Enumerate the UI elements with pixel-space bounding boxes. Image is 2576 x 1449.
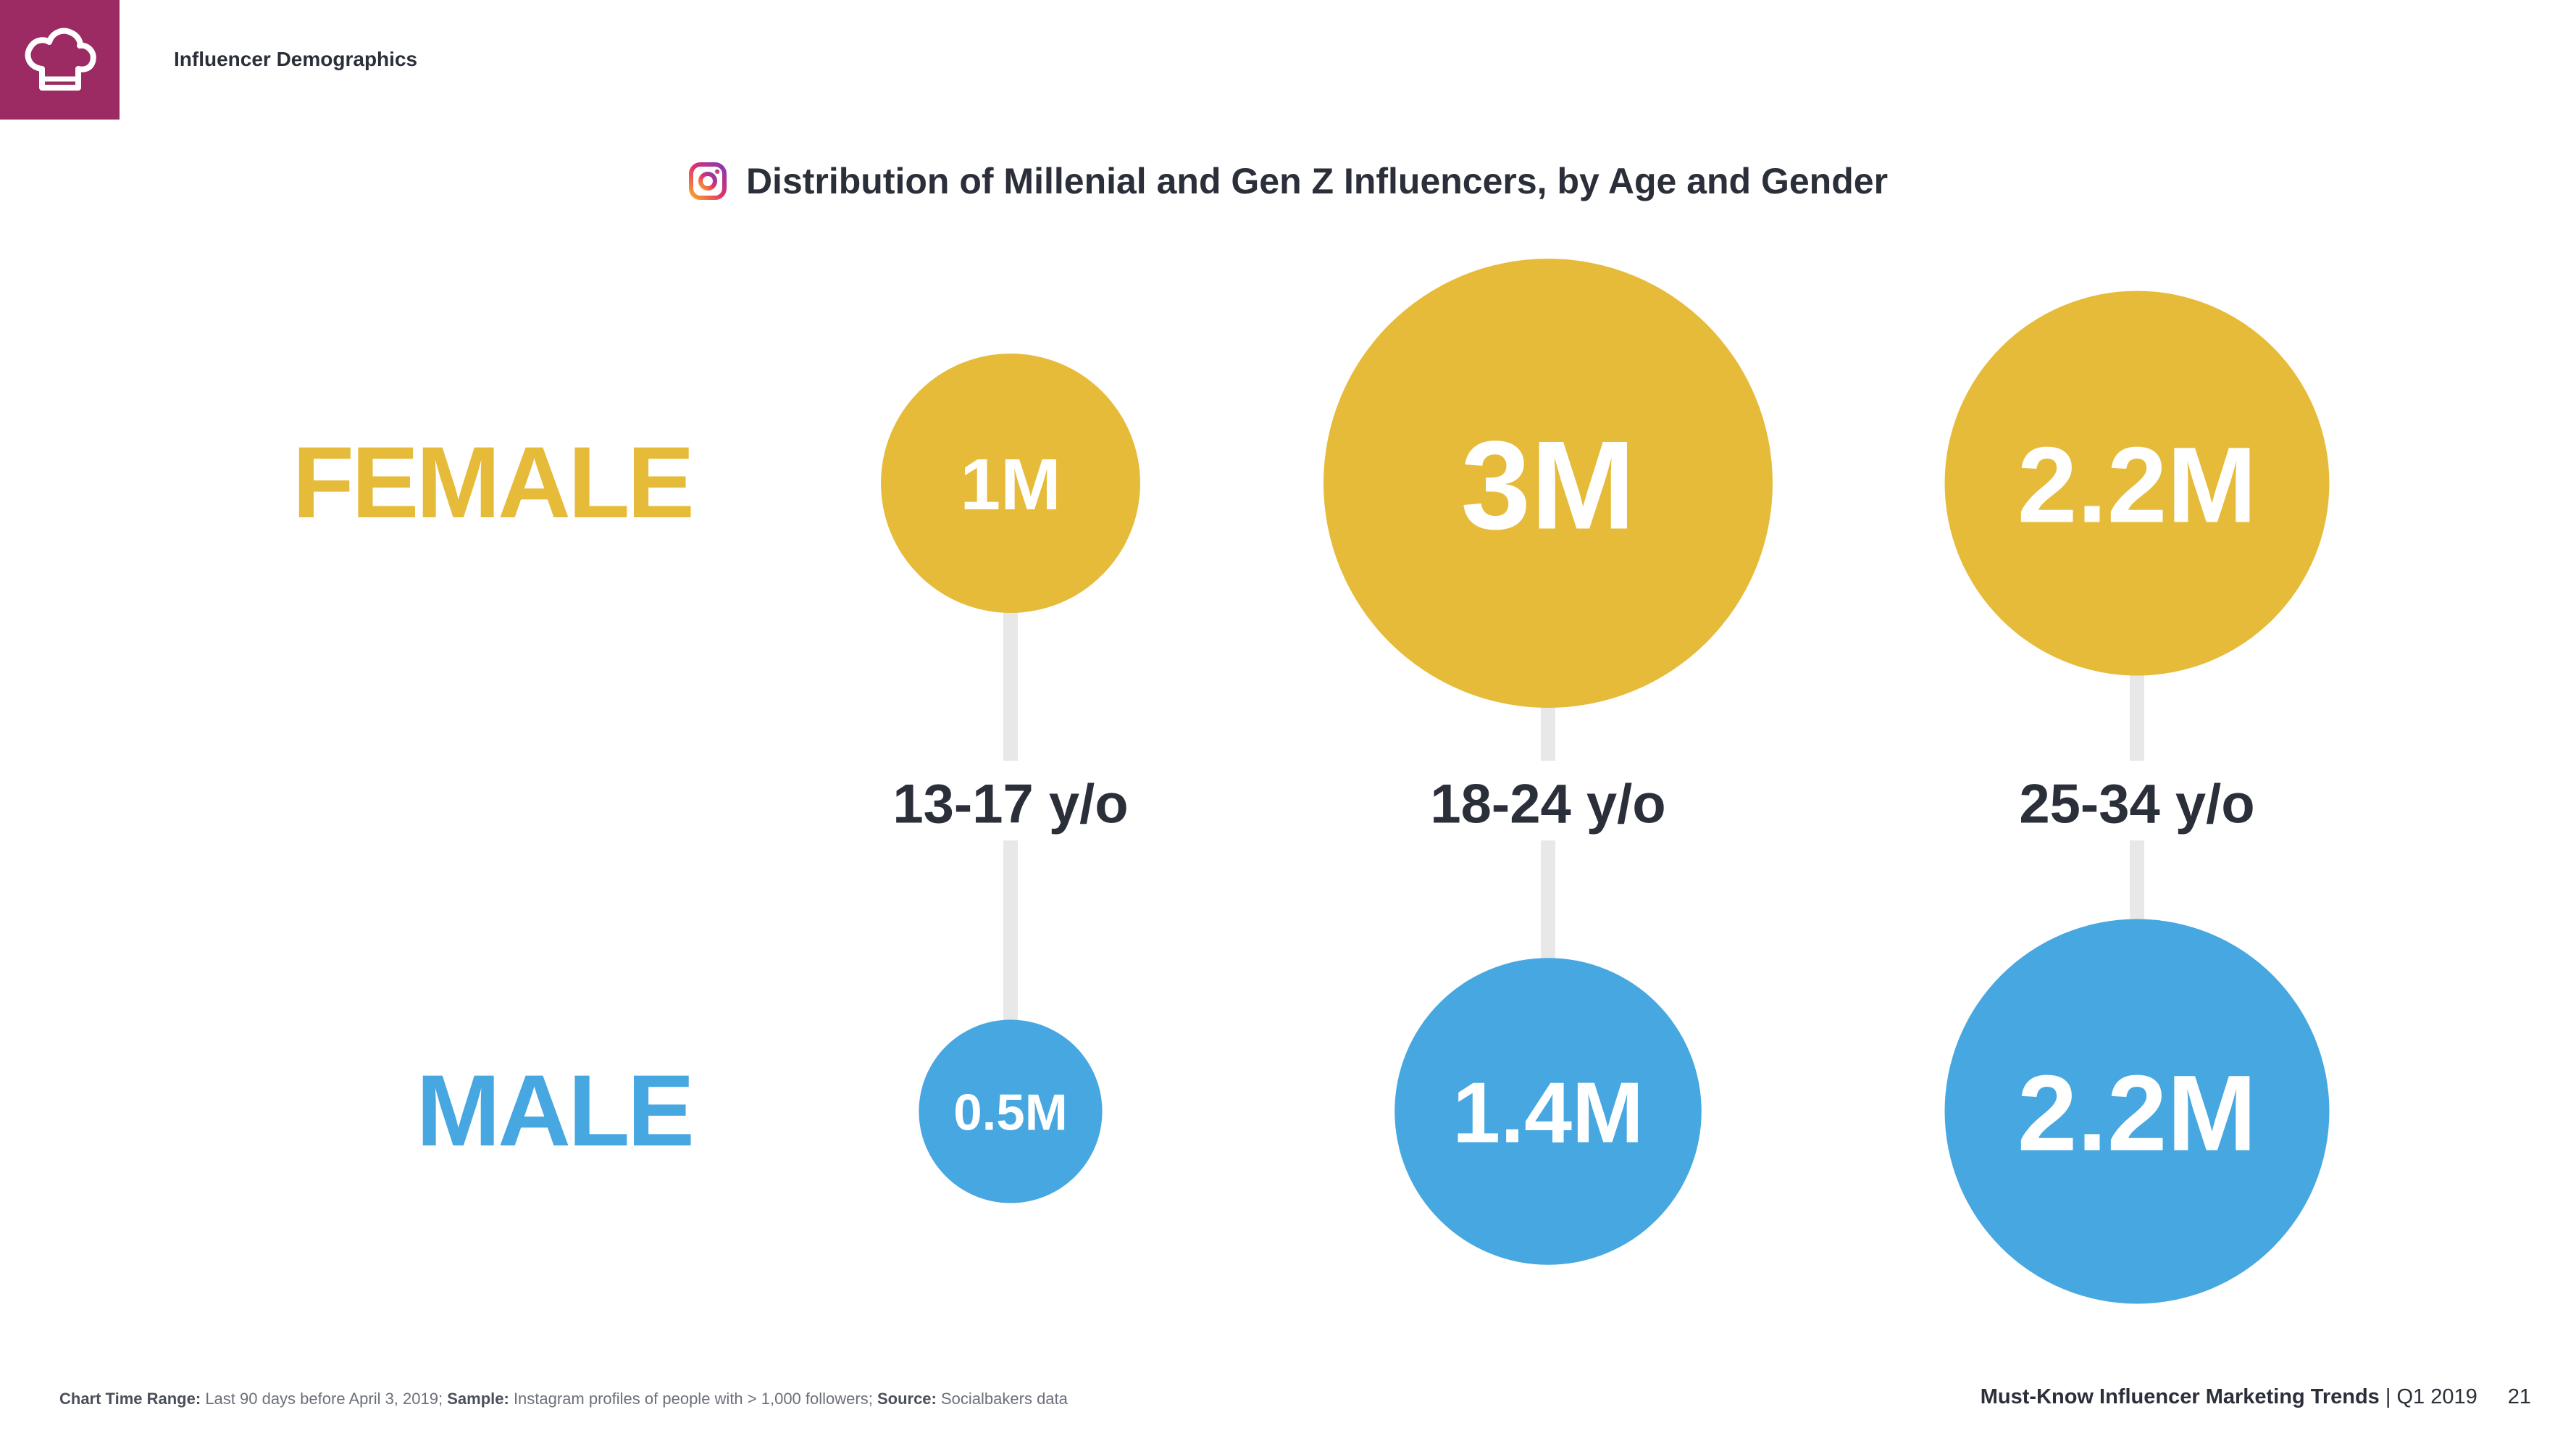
time-range-value: Last 90 days before April 3, 2019;: [205, 1390, 443, 1408]
instagram-icon: [688, 162, 727, 200]
bubble-female-2: [1323, 259, 1773, 708]
bubble-male-1: [919, 1019, 1103, 1203]
chart-header: Distribution of Millenial and Gen Z Infl…: [0, 158, 2576, 204]
bubble-value-label: 0.5M: [953, 1085, 1068, 1142]
bubble-value-label: 3M: [1460, 414, 1635, 555]
bubble-value-label: 2.2M: [2017, 425, 2257, 546]
report-name: Must-Know Influencer Marketing Trends | …: [1981, 1385, 2477, 1409]
category-label: 13-17 y/o: [892, 774, 1128, 835]
chart-footnote: Chart Time Range: Last 90 days before Ap…: [59, 1390, 1068, 1408]
section-title: Influencer Demographics: [174, 48, 418, 70]
row-label-male: MALE: [416, 1053, 692, 1167]
brand-logo: [0, 0, 120, 120]
source-value: Socialbakers data: [941, 1390, 1068, 1408]
report-period: | Q1 2019: [2385, 1385, 2477, 1408]
sample-label: Sample:: [447, 1390, 509, 1408]
chef-hat-icon: [25, 28, 96, 91]
bubble-male-3: [1944, 919, 2330, 1304]
chart-title: Distribution of Millenial and Gen Z Infl…: [745, 161, 1889, 201]
sample-value: Instagram profiles of people with > 1,00…: [513, 1390, 873, 1408]
bubble-value-label: 1.4M: [1452, 1066, 1644, 1161]
bubble-female-3: [1944, 291, 2330, 676]
bubble-female-1: [881, 354, 1140, 613]
time-range-label: Chart Time Range:: [59, 1390, 201, 1408]
report-title: Must-Know Influencer Marketing Trends: [1980, 1385, 2380, 1408]
source-label: Source:: [877, 1390, 937, 1408]
bubble-value-label: 1M: [960, 444, 1061, 525]
row-label-female: FEMALE: [292, 425, 692, 539]
bubble-chart: 1M 3M 2.2M 0.5M 1.4M 2.2M 13-17 y/o 18-24 y/o 2…: [292, 259, 2330, 1304]
category-label: 25-34 y/o: [2019, 774, 2254, 835]
page-number: 21: [2507, 1385, 2531, 1408]
bubble-value-label: 2.2M: [2017, 1053, 2257, 1174]
category-label: 18-24 y/o: [1430, 774, 1665, 835]
bubble-male-2: [1394, 958, 1702, 1265]
footer-right: Must-Know Influencer Marketing Trends | …: [1981, 1385, 2531, 1409]
